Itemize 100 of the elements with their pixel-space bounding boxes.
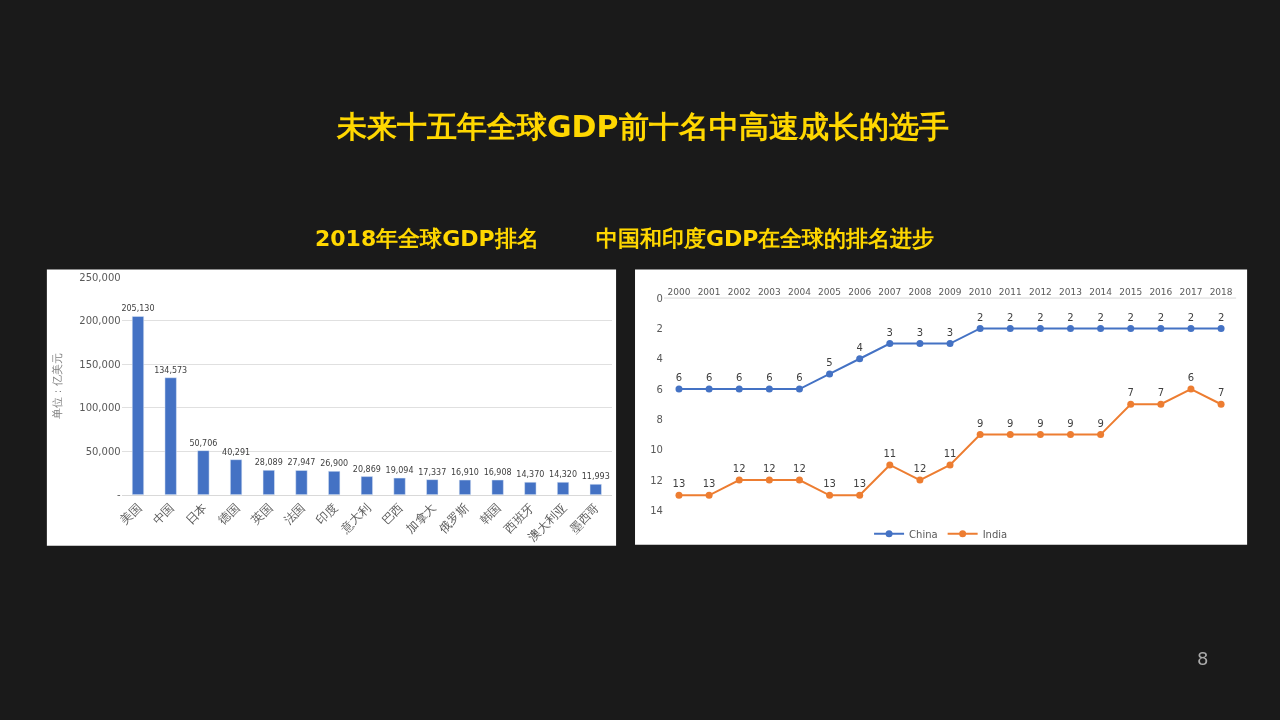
point — [946, 461, 954, 469]
data-label: 40,291 — [222, 447, 251, 457]
data-label: 12 — [762, 463, 776, 475]
x-tick-label: 2014 — [1089, 287, 1113, 298]
point — [886, 340, 894, 348]
y-tick-label: 100,000 — [79, 402, 121, 414]
bar — [426, 479, 439, 495]
data-label: 7 — [1157, 387, 1165, 399]
data-label: 16,910 — [450, 468, 479, 478]
y-tick-label: 6 — [656, 383, 663, 395]
point — [1217, 400, 1225, 408]
point — [826, 370, 834, 378]
data-label: 2 — [1217, 311, 1225, 323]
x-tick-label: 2000 — [667, 287, 691, 298]
y-tick-label: - — [117, 489, 122, 501]
data-label: 13 — [853, 478, 867, 490]
bar — [262, 470, 275, 495]
point — [976, 431, 984, 439]
point — [675, 491, 683, 499]
data-label: 6 — [736, 372, 743, 384]
data-label: 20,869 — [352, 464, 381, 474]
point — [1127, 324, 1135, 332]
point — [946, 340, 954, 348]
x-tick-label: 2013 — [1059, 287, 1082, 298]
data-label: 3 — [946, 326, 954, 338]
x-tick-label: 2007 — [878, 287, 902, 298]
data-label: 50,706 — [189, 438, 218, 448]
point — [765, 476, 773, 484]
x-tick-label: 日本 — [182, 500, 210, 528]
bar — [132, 316, 144, 495]
x-tick-label: 2008 — [908, 287, 932, 298]
bar — [295, 470, 308, 495]
point — [675, 385, 683, 393]
text: 8 — [1197, 648, 1209, 669]
data-label: 2 — [1067, 311, 1074, 323]
x-tick-label: 法国 — [280, 500, 308, 528]
data-label: 9 — [976, 417, 984, 429]
data-label: 13 — [823, 478, 836, 490]
point — [735, 476, 743, 484]
x-tick-label: 2006 — [848, 287, 872, 298]
point — [856, 355, 864, 363]
point — [1006, 431, 1014, 439]
data-label: 9 — [1097, 417, 1104, 429]
data-label: 4 — [856, 341, 863, 353]
data-label: 3 — [916, 326, 924, 338]
y-tick-label: 10 — [650, 444, 663, 456]
data-label: 19,094 — [385, 466, 414, 476]
point — [916, 340, 924, 348]
chart-subtitle: 2018年全球GDP排名 — [315, 226, 539, 251]
bar — [328, 471, 341, 495]
data-label: 134,573 — [154, 365, 188, 375]
bar — [557, 482, 570, 495]
data-label: 14,370 — [516, 470, 545, 480]
data-label: 9 — [1067, 417, 1074, 429]
point — [795, 476, 803, 484]
y-tick-label: 12 — [650, 474, 663, 486]
chart-title: 中国和印度GDP在全球的排名进步 — [596, 226, 935, 251]
data-label: 2 — [1007, 311, 1014, 323]
point — [735, 385, 743, 393]
y-axis-title: 单位：亿美元 — [50, 353, 64, 420]
x-tick-label: 加拿大 — [403, 500, 439, 536]
bar — [458, 479, 471, 495]
x-tick-label: 中国 — [150, 500, 178, 528]
point — [1217, 324, 1225, 332]
data-label: 17,337 — [418, 467, 447, 477]
bar — [589, 484, 602, 495]
x-tick-label: 2009 — [938, 287, 962, 298]
data-label: 2 — [1187, 311, 1195, 323]
data-label: 12 — [793, 463, 806, 475]
data-label: 2 — [1037, 311, 1044, 323]
point — [1067, 431, 1074, 439]
legend-label: China — [909, 528, 938, 540]
point — [765, 385, 773, 393]
data-label: 6 — [766, 372, 773, 384]
y-tick-label: 8 — [656, 413, 663, 425]
point — [1127, 400, 1135, 408]
data-label: 6 — [796, 372, 803, 384]
y-tick-label: 250,000 — [79, 271, 121, 283]
point — [1157, 324, 1165, 332]
data-label: 9 — [1007, 417, 1014, 429]
x-tick-label: 2010 — [968, 287, 992, 298]
point — [1187, 385, 1195, 393]
data-label: 28,089 — [254, 458, 283, 468]
y-tick-label: 4 — [656, 353, 663, 365]
point — [1187, 324, 1195, 332]
x-tick-label: 2016 — [1149, 287, 1173, 298]
x-tick-label: 2018 — [1209, 287, 1233, 298]
data-label: 2 — [1097, 311, 1104, 323]
data-label: 3 — [886, 326, 893, 338]
y-tick-label: 50,000 — [85, 445, 121, 457]
y-tick-label: 150,000 — [79, 358, 121, 370]
x-tick-label: 巴西 — [379, 500, 406, 528]
bar — [524, 481, 537, 495]
bar — [360, 476, 373, 495]
y-tick-label: 0 — [656, 292, 663, 304]
point — [916, 476, 924, 484]
data-label: 12 — [732, 463, 746, 475]
point — [886, 461, 894, 469]
data-label: 11,993 — [581, 472, 610, 482]
bar — [491, 479, 504, 495]
